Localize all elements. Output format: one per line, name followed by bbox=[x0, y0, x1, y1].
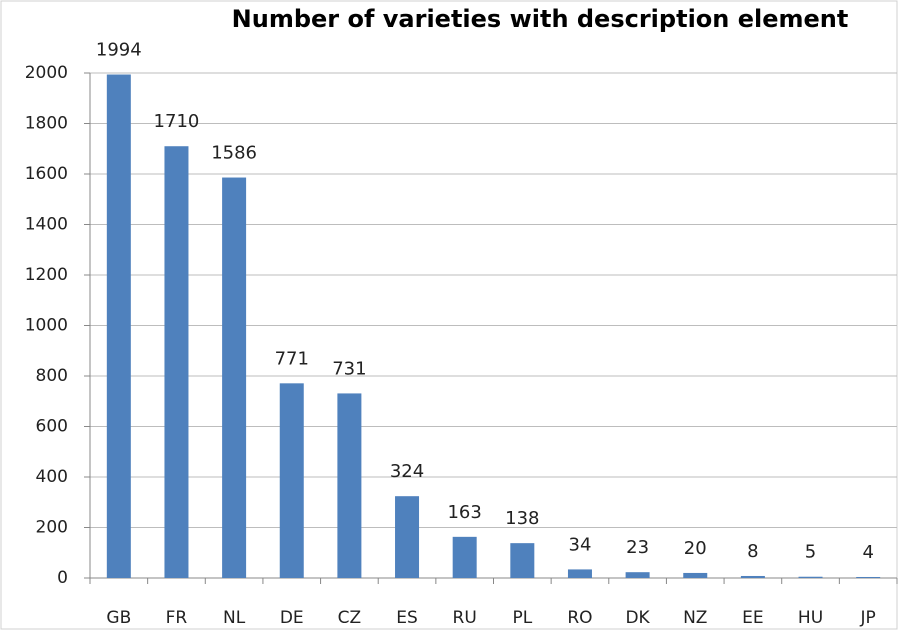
bar bbox=[798, 576, 823, 578]
x-tick-label: ES bbox=[396, 608, 418, 628]
y-tick-label: 600 bbox=[36, 417, 68, 437]
bar bbox=[164, 146, 189, 578]
x-tick-label: DE bbox=[280, 608, 304, 628]
value-label: 324 bbox=[390, 461, 424, 482]
y-tick-label: 1600 bbox=[25, 164, 68, 184]
y-tick-label: 1000 bbox=[25, 316, 68, 336]
bar bbox=[279, 383, 304, 578]
bar bbox=[683, 572, 708, 578]
x-tick-label: DK bbox=[625, 608, 650, 628]
y-tick-label: 0 bbox=[57, 568, 68, 588]
x-tick-label: HU bbox=[798, 608, 823, 628]
x-tick-label: CZ bbox=[338, 608, 362, 628]
value-label: 5 bbox=[805, 542, 816, 563]
y-tick-label: 400 bbox=[36, 467, 68, 487]
value-label: 1586 bbox=[211, 143, 257, 164]
chart-title: Number of varieties with description ele… bbox=[232, 5, 849, 33]
value-label: 771 bbox=[275, 348, 309, 369]
value-label: 4 bbox=[862, 542, 873, 563]
y-tick-label: 200 bbox=[36, 518, 68, 538]
bar bbox=[567, 569, 592, 578]
y-tick-label: 1400 bbox=[25, 215, 68, 235]
value-label: 20 bbox=[684, 538, 707, 559]
y-tick-label: 1800 bbox=[25, 114, 68, 134]
value-label: 731 bbox=[332, 358, 366, 379]
bar bbox=[740, 575, 765, 578]
bar bbox=[510, 543, 535, 578]
x-tick-label: NZ bbox=[683, 608, 707, 628]
value-label: 8 bbox=[747, 541, 758, 562]
bar bbox=[452, 536, 477, 578]
x-tick-label: GB bbox=[106, 608, 131, 628]
value-label: 34 bbox=[569, 534, 592, 555]
x-tick-label: NL bbox=[223, 608, 246, 628]
value-label: 163 bbox=[447, 502, 481, 523]
y-tick-label: 1200 bbox=[25, 265, 68, 285]
x-tick-label: PL bbox=[512, 608, 532, 628]
value-label: 138 bbox=[505, 508, 539, 529]
bar bbox=[856, 576, 881, 578]
value-label: 1710 bbox=[154, 111, 200, 132]
value-label: 23 bbox=[626, 537, 649, 558]
bar bbox=[395, 496, 420, 578]
y-tick-label: 800 bbox=[36, 366, 68, 386]
x-tick-label: EE bbox=[742, 608, 763, 628]
x-tick-label: RU bbox=[453, 608, 477, 628]
x-tick-label: FR bbox=[166, 608, 188, 628]
value-label: 1994 bbox=[96, 40, 142, 61]
bar bbox=[625, 572, 650, 578]
bar bbox=[222, 177, 247, 578]
x-tick-label: JP bbox=[860, 608, 876, 628]
y-tick-label: 2000 bbox=[25, 63, 68, 83]
bar bbox=[337, 393, 362, 578]
x-tick-label: RO bbox=[567, 608, 592, 628]
bar bbox=[106, 74, 131, 578]
